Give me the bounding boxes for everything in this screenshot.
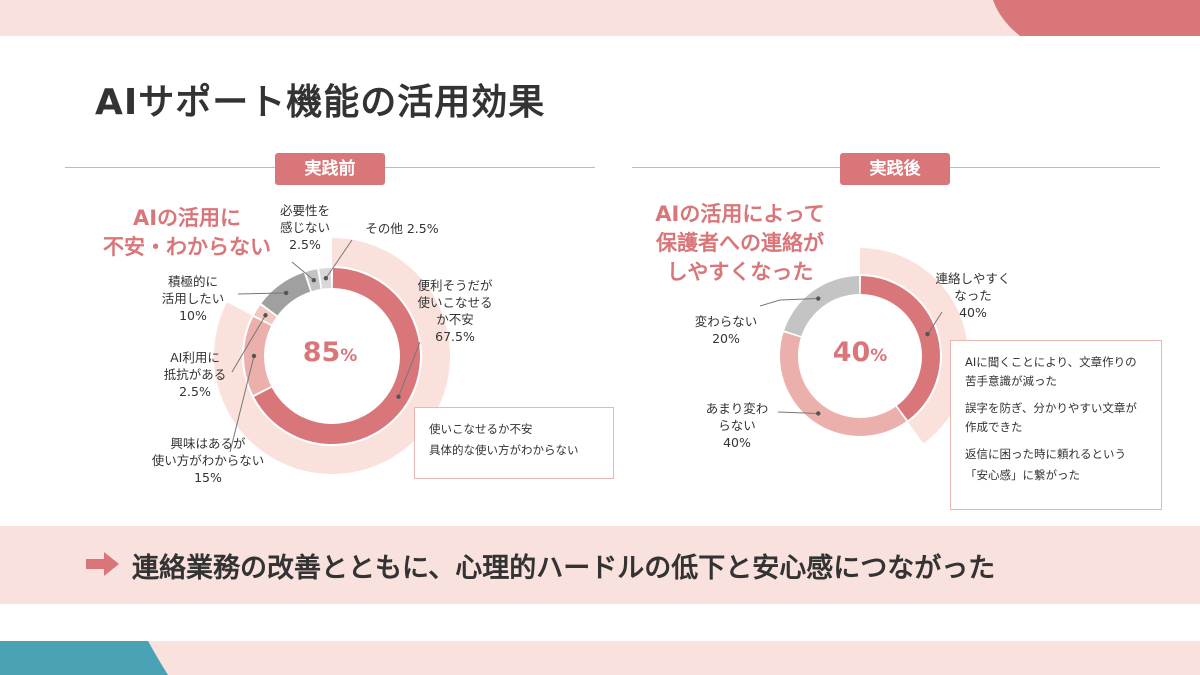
after-slice-value-1: 40% — [723, 435, 751, 450]
after-slice-0 — [860, 276, 940, 421]
after-leader-dot-2 — [816, 296, 821, 301]
before-leader-4 — [291, 261, 315, 281]
after-center-unit: % — [870, 346, 888, 366]
after-center-number: 40 — [832, 337, 871, 368]
before-leader-5 — [325, 239, 353, 279]
before-slice-label-2-line-2: 抵抗がある — [163, 367, 227, 382]
after-slice-label-0: 連絡しやすく なった 40% — [928, 270, 1018, 321]
before-slice-value-2: 2.5% — [179, 384, 211, 399]
conclusion-text: 連絡業務の改善とともに、心理的ハードルの低下と安心感につながった — [132, 553, 996, 584]
after-center-value: 40% — [820, 337, 900, 368]
before-headline: AIの活用に 不安・わからない — [92, 204, 282, 262]
before-center-number: 85 — [302, 337, 341, 368]
after-donut-chart — [759, 248, 968, 444]
after-note-item-3-line-1: 返信に困った時に頼れるという — [965, 447, 1126, 461]
after-note-box: AIに聞くことにより、文章作りの苦手意識が減った 誤字を防ぎ、分かりやすい文章が… — [950, 340, 1162, 510]
before-center-value: 85% — [290, 337, 370, 368]
before-slice-label-4-line-2: 感じない — [279, 220, 330, 235]
before-slice-label-3: 積極的に 活用したい 10% — [148, 273, 238, 324]
before-badge: 実践前 — [275, 153, 385, 185]
before-leader-0 — [398, 341, 421, 397]
before-slice-label-0: 便利そうだが 使いこなせる か不安 67.5% — [405, 277, 505, 345]
before-leader-dot-2 — [263, 313, 268, 318]
before-slice-label-0-line-1: 便利そうだが — [417, 278, 493, 293]
after-slice-label-2: 変わらない 20% — [690, 313, 762, 347]
top-decor-band — [0, 0, 1200, 36]
bottom-decor-band — [0, 641, 1200, 675]
before-slice-1 — [244, 316, 272, 396]
before-donut-chart — [213, 238, 450, 474]
before-slice-value-1: 15% — [194, 470, 222, 485]
before-leader-lines — [229, 239, 421, 453]
after-note-item-3-line-2: 「安心感」に繋がった — [965, 468, 1080, 482]
before-slice-value-3: 10% — [179, 308, 207, 323]
after-headline-line-3: しやすくなった — [666, 260, 814, 284]
before-slice-value-0: 67.5% — [435, 329, 475, 344]
after-slice-value-0: 40% — [959, 305, 987, 320]
before-slice-value-5: 2.5% — [406, 221, 439, 236]
before-divider-right — [385, 167, 595, 168]
before-note-line-2: 具体的な使い方がわからない — [429, 443, 579, 457]
before-slice-label-0-line-3: か不安 — [436, 312, 474, 327]
after-slice-label-0-line-2: なった — [954, 288, 992, 303]
before-leader-dot-5 — [323, 276, 329, 281]
before-note-line-1: 使いこなせるか不安 — [429, 422, 533, 436]
after-note-item-1: AIに聞くことにより、文章作りの苦手意識が減った — [965, 355, 1137, 388]
after-leader-dot-0 — [925, 331, 930, 337]
before-headline-line-2: 不安・わからない — [103, 235, 271, 259]
after-slice-label-0-line-1: 連絡しやすく — [935, 271, 1011, 286]
after-slice-value-2: 20% — [712, 331, 740, 346]
after-slice-label-1: あまり変わ らない 40% — [698, 400, 776, 451]
after-slice-label-1-line-1: あまり変わ — [705, 401, 769, 416]
before-leader-3 — [237, 292, 287, 295]
before-slice-label-4-line-1: 必要性を — [279, 203, 330, 218]
before-slice-label-2: AI利用に 抵抗がある 2.5% — [150, 349, 240, 400]
after-divider-right — [950, 167, 1160, 168]
before-center-unit: % — [340, 346, 358, 366]
after-headline-line-1: AIの活用によって — [655, 202, 825, 226]
before-note-box: 使いこなせるか不安 具体的な使い方がわからない — [414, 407, 614, 479]
after-badge: 実践後 — [840, 153, 950, 185]
page-title: AIサポート機能の活用効果 — [95, 82, 546, 123]
after-slice-1 — [780, 332, 907, 436]
after-headline-line-2: 保護者への連絡が — [656, 231, 824, 255]
conclusion-banner: 連絡業務の改善とともに、心理的ハードルの低下と安心感につながった — [0, 526, 1200, 604]
before-slice-label-1-line-1: 興味はあるが — [170, 436, 246, 451]
after-slice-label-2-line-1: 変わらない — [694, 314, 758, 329]
before-slice-label-5: その他 2.5% — [352, 220, 452, 237]
before-leader-dot-0 — [396, 394, 401, 399]
before-divider-left — [65, 167, 275, 168]
before-leader-1 — [229, 355, 255, 453]
after-slice-2 — [784, 276, 860, 337]
after-leader-dot-1 — [816, 411, 821, 416]
before-slice-value-4: 2.5% — [289, 237, 321, 252]
before-leader-2 — [231, 314, 266, 373]
after-note-item-2: 誤字を防ぎ、分かりやすい文章が作成できた — [965, 401, 1137, 434]
before-slice-label-3-line-2: 活用したい — [161, 291, 225, 306]
before-slice-label-3-line-1: 積極的に — [167, 274, 218, 289]
before-slice-label-4: 必要性を 感じない 2.5% — [265, 202, 345, 253]
before-slice-label-2-line-1: AI利用に — [170, 350, 220, 365]
after-leader-1 — [777, 411, 819, 414]
after-leader-lines — [759, 296, 943, 416]
after-slices — [780, 276, 940, 436]
before-slice-label-1-line-2: 使い方がわからない — [151, 453, 265, 468]
before-leader-dot-1 — [251, 353, 257, 359]
before-headline-line-1: AIの活用に — [132, 206, 242, 230]
before-slice-label-5-line-1: その他 — [365, 221, 403, 236]
before-slice-label-0-line-2: 使いこなせる — [417, 295, 493, 310]
before-leader-dot-3 — [283, 290, 289, 296]
after-slice-label-1-line-2: らない — [718, 418, 756, 433]
after-leader-2 — [759, 298, 819, 307]
after-divider-left — [632, 167, 840, 168]
before-leader-dot-4 — [311, 277, 316, 283]
after-highlight-halo — [860, 248, 968, 444]
arrow-right-icon — [86, 552, 119, 576]
after-headline: AIの活用によって 保護者への連絡が しやすくなった — [640, 200, 840, 287]
before-slice-label-1: 興味はあるが 使い方がわからない 15% — [138, 435, 278, 486]
